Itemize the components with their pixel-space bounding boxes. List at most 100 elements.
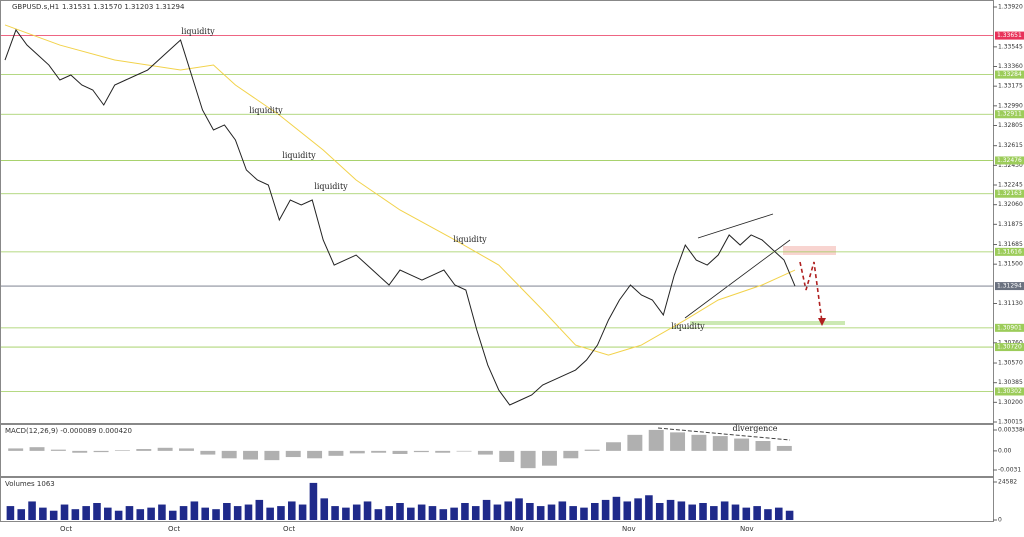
y-tick-label: 1.33175 [998, 83, 1023, 90]
annotation: liquidity [249, 106, 283, 115]
bar [307, 450, 323, 459]
bar [201, 507, 209, 520]
time-label: Nov [510, 525, 524, 533]
bar [536, 506, 545, 520]
volume-title: Volumes 1063 [5, 480, 55, 488]
bar [104, 507, 112, 520]
bar [82, 506, 90, 520]
bar [136, 509, 145, 520]
bar [28, 501, 36, 520]
bar [93, 502, 101, 520]
bar [563, 450, 579, 459]
level-label: 1.30901 [997, 324, 1022, 331]
bar [50, 449, 66, 451]
level-label: 1.32911 [997, 111, 1022, 118]
bar [558, 501, 567, 520]
bar [606, 442, 621, 451]
divergence-line [657, 427, 791, 441]
bar [29, 447, 45, 451]
bar [221, 450, 237, 459]
bar [298, 504, 307, 520]
y-tick-label: 1.33360 [998, 63, 1023, 70]
y-tick-label: 1.31685 [998, 241, 1023, 248]
time-label: Oct [60, 525, 72, 533]
level-label: 1.32476 [997, 157, 1022, 164]
level-label-box [995, 156, 1024, 165]
bar [520, 450, 536, 469]
bar [439, 509, 448, 520]
wedge-top [697, 213, 774, 239]
bar [450, 507, 458, 520]
bar [60, 504, 69, 520]
bar [734, 438, 750, 451]
bar [413, 450, 429, 453]
y-tick-label: 1.30200 [998, 399, 1023, 406]
time-label: Oct [283, 525, 295, 533]
bar [774, 507, 783, 520]
bar [266, 507, 274, 520]
bar [277, 506, 285, 520]
y-tick-label: 1.31500 [998, 261, 1023, 268]
bar [212, 509, 220, 520]
bar [677, 501, 686, 520]
bar [396, 502, 404, 520]
annotation: divergence [733, 424, 778, 433]
y-tick-label: 1.32060 [998, 201, 1023, 208]
y-tick-label: 1.31875 [998, 221, 1023, 228]
y-tick-label: -0.0031 [998, 467, 1021, 474]
time-label: Nov [740, 525, 754, 533]
bar [720, 501, 729, 520]
bar [627, 434, 643, 451]
y-tick-label: 1.30570 [998, 360, 1023, 367]
annotation: liquidity [671, 322, 705, 331]
level-label-box [995, 189, 1024, 198]
bar [417, 504, 426, 520]
bar [385, 506, 393, 520]
y-tick-label: 24582 [998, 479, 1017, 486]
price-line [4, 28, 796, 406]
y-tick-label: 1.32805 [998, 122, 1023, 129]
bar [72, 450, 88, 453]
bar [776, 445, 792, 451]
bar [580, 507, 588, 520]
bar [93, 450, 109, 453]
bar [504, 501, 513, 520]
bar [328, 450, 344, 456]
level-label-box [995, 31, 1024, 40]
ohlc: 1.31531 1.31570 1.31203 1.31294 [62, 3, 185, 11]
bar [499, 450, 515, 462]
bar [731, 504, 740, 520]
bar [712, 436, 728, 451]
bar [8, 448, 24, 451]
level-label: 1.32163 [997, 190, 1022, 197]
bar [49, 510, 58, 520]
bar [125, 506, 134, 520]
level-label-box [995, 110, 1024, 119]
bar [168, 510, 177, 520]
bar [547, 504, 556, 520]
bar [392, 450, 408, 454]
level-label-box [995, 282, 1024, 291]
bar [482, 499, 491, 520]
bar [691, 434, 707, 451]
bar [309, 482, 318, 520]
annotation: liquidity [314, 182, 348, 191]
bar [591, 502, 599, 520]
level-label: 1.30302 [997, 388, 1022, 395]
annotation: liquidity [282, 151, 316, 160]
bar [342, 507, 350, 520]
bar [785, 510, 794, 520]
bar [331, 506, 339, 520]
bar [17, 509, 26, 520]
bar [584, 449, 600, 451]
price-axis: 1.33920 1.33545 1.33360 1.33175 1.32990 1.328… [993, 4, 1024, 524]
bar [541, 450, 557, 466]
target-zone [690, 321, 845, 325]
level-label-box [995, 343, 1024, 352]
level-label: 1.31616 [997, 248, 1022, 255]
level-label: 1.33284 [997, 71, 1022, 78]
bar [200, 450, 216, 455]
macd-title: MACD(12,26,9) -0.000089 0.000420 [5, 427, 132, 435]
